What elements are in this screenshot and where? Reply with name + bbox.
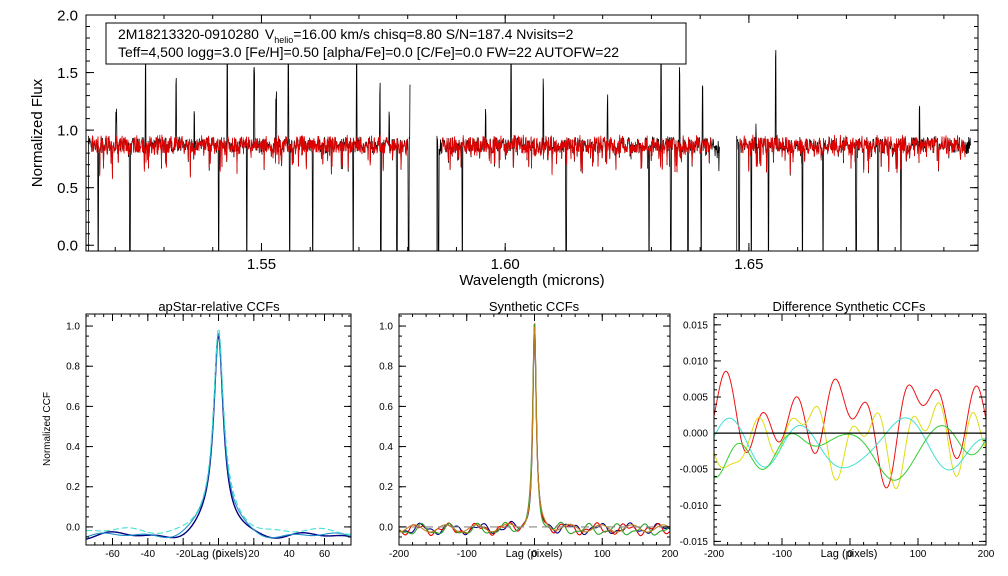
x-tick-label: 100 [594, 549, 611, 560]
y-tick-label: 0.000 [683, 429, 708, 440]
y-tick-label: 0.0 [379, 522, 393, 533]
x-tick-label: -60 [105, 549, 120, 560]
y-tick-label: 0.2 [66, 482, 80, 493]
y-tick-label: 0.8 [379, 362, 393, 373]
annotation-vhelio-sub: helio [274, 35, 293, 45]
spectrum-xlabel: Wavelength (microns) [459, 272, 604, 289]
synthetic-ccf-series-line [398, 323, 671, 536]
x-tick-label: 1.65 [734, 256, 763, 273]
y-tick-label: 1.0 [379, 322, 393, 333]
synthetic-ccf-title: Synthetic CCFs [489, 299, 580, 314]
apstar-ccf-series-line [85, 333, 352, 539]
y-tick-label: 0.4 [379, 442, 393, 453]
y-tick-label: 0.005 [683, 393, 708, 404]
apstar-ccf-ticks: -60 -40 -20 0 20 40 60 0.0 0.2 0.4 0.6 0.8 1.0 [66, 314, 352, 560]
apstar-ccf-ylabel: Normalized CCF [42, 392, 53, 466]
apstar-ccf-frame [85, 313, 352, 546]
annotation-params-1: =16.00 km/s chisq=8.80 S/N=187.4 Nvisits… [293, 26, 573, 42]
difference-ccf-lines [713, 370, 987, 490]
difference-ccf-xlabel: Lag (pixels) [821, 548, 878, 560]
x-tick-label: 20 [248, 549, 260, 560]
y-tick-label: 1.5 [57, 65, 78, 82]
spectrum-annotation-box: 2M18213320-0910280 Vhelio=16.00 km/s chis… [105, 22, 687, 65]
synthetic-ccf-ticks: -200 -100 0 100 200 0.0 0.2 0.4 0.6 0.8 1.0 [379, 314, 679, 560]
spectrum-traces [88, 40, 971, 252]
spectrum-frame [85, 14, 979, 252]
difference-ccf-series-line [713, 425, 987, 481]
y-tick-label: 0.010 [683, 356, 708, 367]
difference-ccf-series-line [713, 402, 987, 490]
y-tick-label: 0.2 [379, 482, 393, 493]
x-tick-label: 1.55 [247, 256, 276, 273]
x-tick-label: -20 [176, 549, 191, 560]
x-tick-label: 40 [284, 549, 296, 560]
y-tick-label: 0.0 [57, 237, 78, 254]
annotation-star-id: 2M18213320-0910280 [118, 26, 259, 42]
apstar-ccf-series-line [85, 334, 352, 540]
difference-ccf-series-line [713, 370, 987, 489]
x-tick-label: 0 [532, 549, 538, 560]
y-tick-label: 0.0 [66, 522, 80, 533]
y-tick-label: 0.6 [66, 402, 80, 413]
y-tick-label: 0.4 [66, 442, 80, 453]
difference-ccf-ticks: -200 -100 0 100 200 -0.015 -0.010 -0.005 0.000 0.… [680, 314, 995, 560]
x-tick-label: 200 [978, 549, 995, 560]
y-tick-label: 0.6 [379, 402, 393, 413]
x-tick-label: -40 [141, 549, 156, 560]
apstar-ccf-panel: apStar-relative CCFs -60 -40 -20 0 20 40 60 0.0… [42, 299, 352, 560]
apstar-ccf-title: apStar-relative CCFs [158, 299, 280, 314]
x-tick-label: -200 [704, 549, 724, 560]
spectrum-panel: 1.55 1.60 1.65 0.0 0.5 1.0 1.5 2.0 Normalized F… [29, 7, 979, 289]
synthetic-ccf-series-line [398, 326, 671, 533]
spectrum-model-line [90, 134, 967, 180]
spectrum-ticks: 1.55 1.60 1.65 0.0 0.5 1.0 1.5 2.0 [57, 7, 978, 273]
synthetic-ccf-panel: Synthetic CCFs -200 -100 0 100 200 0.0 0.2 0.4 0… [379, 299, 679, 560]
difference-ccf-title: Difference Synthetic CCFs [773, 299, 926, 314]
y-tick-label: 2.0 [57, 7, 78, 24]
y-tick-label: 1.0 [57, 122, 78, 139]
annotation-vhelio-symbol: V [265, 26, 275, 42]
x-tick-label: -100 [772, 549, 792, 560]
x-tick-label: 0 [847, 549, 853, 560]
x-tick-label: 100 [910, 549, 927, 560]
y-tick-label: 0.5 [57, 180, 78, 197]
synthetic-ccf-series-line [398, 323, 671, 537]
y-tick-label: -0.010 [680, 501, 709, 512]
synthetic-ccf-lines [398, 323, 671, 537]
apstar-ccf-lines [85, 328, 352, 540]
y-tick-label: 1.0 [66, 322, 80, 333]
x-tick-label: -100 [457, 549, 477, 560]
synthetic-ccf-frame [398, 313, 671, 546]
difference-ccf-series-line [713, 417, 987, 471]
difference-ccf-panel: Difference Synthetic CCFs -200 -100 0 100 20… [680, 299, 995, 560]
y-tick-label: -0.005 [680, 465, 709, 476]
spectrum-ylabel: Normalized Flux [29, 78, 46, 187]
x-tick-label: 1.60 [491, 256, 520, 273]
annotation-line-2: Teff=4,500 logg=3.0 [Fe/H]=0.50 [alpha/F… [118, 44, 619, 60]
apstar-ccf-xlabel: Lag (pixels) [191, 548, 248, 560]
synthetic-ccf-xlabel: Lag (pixels) [506, 548, 563, 560]
y-tick-label: -0.015 [680, 537, 709, 548]
annotation-line-1: 2M18213320-0910280 Vhelio=16.00 km/s chis… [118, 26, 574, 45]
x-tick-label: -200 [389, 549, 409, 560]
y-tick-label: 0.015 [683, 320, 708, 331]
x-tick-label: 0 [216, 549, 222, 560]
x-tick-label: 60 [319, 549, 331, 560]
synthetic-ccf-series-line [398, 326, 671, 536]
x-tick-label: 200 [662, 549, 679, 560]
difference-ccf-frame [713, 313, 987, 546]
apstar-ccf-series-line [85, 328, 352, 535]
annotation-frame [105, 22, 687, 65]
y-tick-label: 0.8 [66, 362, 80, 373]
